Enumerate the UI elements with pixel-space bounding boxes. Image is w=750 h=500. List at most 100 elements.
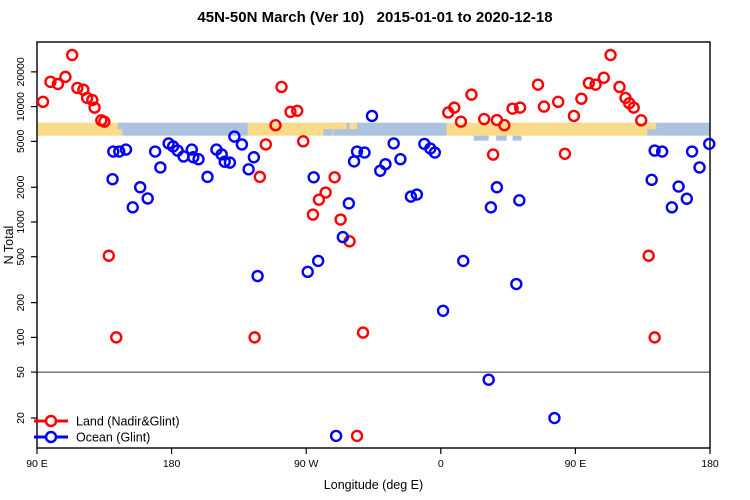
data-point-ocean [201,170,214,184]
data-point-land [448,101,461,114]
y-tick-label: 50 [15,366,27,378]
data-point-land [465,88,478,101]
legend-label-ocean: Ocean (Glint) [76,431,150,445]
data-point-land [567,109,581,123]
data-point-ocean [685,145,699,158]
data-point-land [575,92,588,105]
data-point-ocean [148,145,162,158]
data-point-land [102,249,115,262]
data-point-ocean [350,145,364,158]
data-point-land [44,75,57,89]
data-point-land [319,186,332,199]
data-point-land [291,104,304,117]
legend: Land (Nadir&Glint) Ocean (Glint) [34,415,180,445]
x-tick-label: 90 E [26,458,48,470]
data-point-ocean [133,181,147,194]
data-point-ocean [311,254,325,268]
data-point-ocean [457,254,470,268]
data-point-ocean [703,137,716,151]
data-point-land [269,119,282,132]
surface-band-patch-ocean [323,129,333,136]
y-tick-label: 100 [15,328,27,346]
data-point-ocean [436,304,450,317]
surface-band-patch-land [349,122,358,130]
data-point-land [513,101,527,114]
data-point-ocean [336,230,350,244]
y-tick-label: 200 [15,294,27,312]
x-axis-label: Longitude (deg E) [324,478,423,492]
surface-band-segment-ocean [333,122,447,136]
data-point-ocean [645,173,658,187]
y-tick-label: 5000 [15,130,27,154]
data-point-land [350,429,364,443]
data-point-land [248,331,261,344]
y-tick-label: 2000 [15,175,27,199]
data-point-ocean [126,201,139,214]
data-point-land [284,105,297,119]
legend-item-land: Land (Nadir&Glint) [34,415,180,429]
data-point-ocean [119,143,133,156]
data-point-land [531,78,545,91]
data-point-land [51,77,65,91]
data-point-ocean [141,192,154,205]
data-point-land [486,148,500,161]
data-point-ocean [218,155,231,168]
data-point-land [597,71,611,84]
data-point-land [498,119,511,132]
data-point-land [648,331,661,344]
data-point-land [328,171,341,184]
data-point-ocean [404,190,418,203]
data-point-land [613,80,626,94]
data-point-ocean [329,429,343,443]
surface-band-segment-land [247,122,334,136]
data-point-ocean [482,373,495,386]
data-point-land [312,193,326,206]
data-point-ocean [107,145,120,158]
data-point-land [552,95,565,109]
y-tick-label: 500 [15,248,27,266]
data-point-land [86,93,99,107]
data-point-land [477,112,491,126]
data-point-ocean [648,144,661,157]
surface-band-patch-ocean [496,135,507,141]
data-point-ocean [490,181,504,194]
surface-band-segment-land [446,122,648,136]
data-point-ocean [358,146,371,159]
chart-title: 45N-50N March (Ver 10) 2015-01-01 to 202… [197,9,553,26]
data-point-land [88,101,101,114]
data-point-ocean [342,197,356,210]
data-point-ocean [235,138,249,151]
data-point-ocean [513,194,526,207]
data-point-land [275,80,288,94]
data-point-land [110,331,123,344]
data-point-ocean [347,155,361,168]
data-point-ocean [394,153,407,166]
data-point-land [334,213,347,226]
data-point-land [59,70,72,84]
x-tick-label: 180 [701,458,719,470]
data-point-ocean [301,265,314,279]
y-tick-label: 10000 [15,92,27,121]
data-point-land [454,115,468,128]
y-axis-label: N Total [2,226,16,265]
data-point-ocean [387,137,400,150]
surface-band-segment-ocean [647,122,710,136]
surface-band-patch-ocean [512,135,522,141]
data-point-land [506,102,519,115]
x-tick-label: 180 [163,458,181,470]
data-point-ocean [365,109,379,123]
data-point-land [306,208,320,221]
data-point-ocean [484,201,498,214]
data-point-land [558,147,572,160]
data-point-ocean [428,146,442,159]
surface-band-patch-ocean [473,135,489,141]
data-point-land [259,138,273,151]
data-point-land [297,135,310,148]
y-tick-label: 20 [15,412,27,424]
data-point-land [582,76,596,90]
data-point-ocean [228,130,241,143]
legend-marker-ocean-icon [44,430,58,444]
data-point-ocean [106,172,119,186]
data-point-ocean [510,277,523,291]
